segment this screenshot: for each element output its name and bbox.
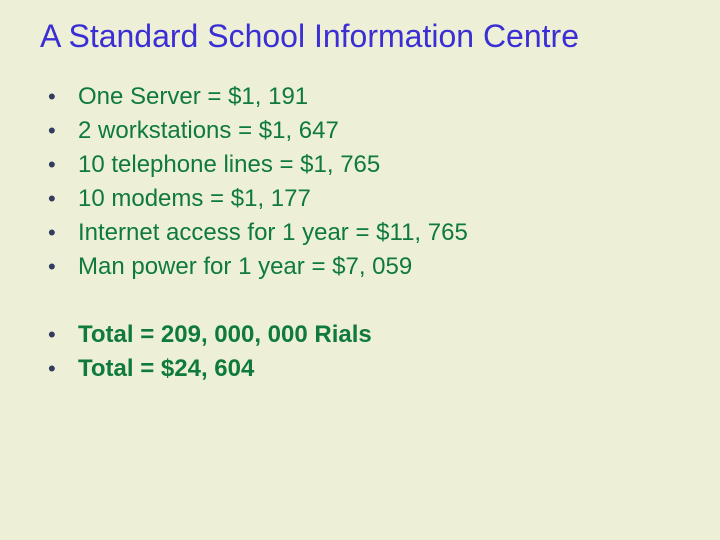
bullet-icon: • [48,84,78,110]
item-text: 10 modems = $1, 177 [78,185,311,213]
bullet-icon: • [48,186,78,212]
bullet-icon: • [48,356,78,382]
list-item: • Man power for 1 year = $7, 059 [48,253,690,281]
item-text: 10 telephone lines = $1, 765 [78,151,380,179]
items-list: • One Server = $1, 191 • 2 workstations … [48,83,690,281]
bullet-icon: • [48,322,78,348]
slide-title: A Standard School Information Centre [40,18,690,55]
item-text: Internet access for 1 year = $11, 765 [78,219,468,247]
list-item: • One Server = $1, 191 [48,83,690,111]
totals-list: • Total = 209, 000, 000 Rials • Total = … [48,321,690,383]
list-item: • 10 modems = $1, 177 [48,185,690,213]
list-item: • Internet access for 1 year = $11, 765 [48,219,690,247]
total-item: • Total = $24, 604 [48,355,690,383]
bullet-icon: • [48,118,78,144]
item-text: One Server = $1, 191 [78,83,308,111]
total-text: Total = $24, 604 [78,355,254,383]
list-item: • 2 workstations = $1, 647 [48,117,690,145]
total-item: • Total = 209, 000, 000 Rials [48,321,690,349]
bullet-icon: • [48,254,78,280]
item-text: 2 workstations = $1, 647 [78,117,339,145]
bullet-icon: • [48,220,78,246]
total-text: Total = 209, 000, 000 Rials [78,321,372,349]
bullet-icon: • [48,152,78,178]
list-item: • 10 telephone lines = $1, 765 [48,151,690,179]
item-text: Man power for 1 year = $7, 059 [78,253,412,281]
